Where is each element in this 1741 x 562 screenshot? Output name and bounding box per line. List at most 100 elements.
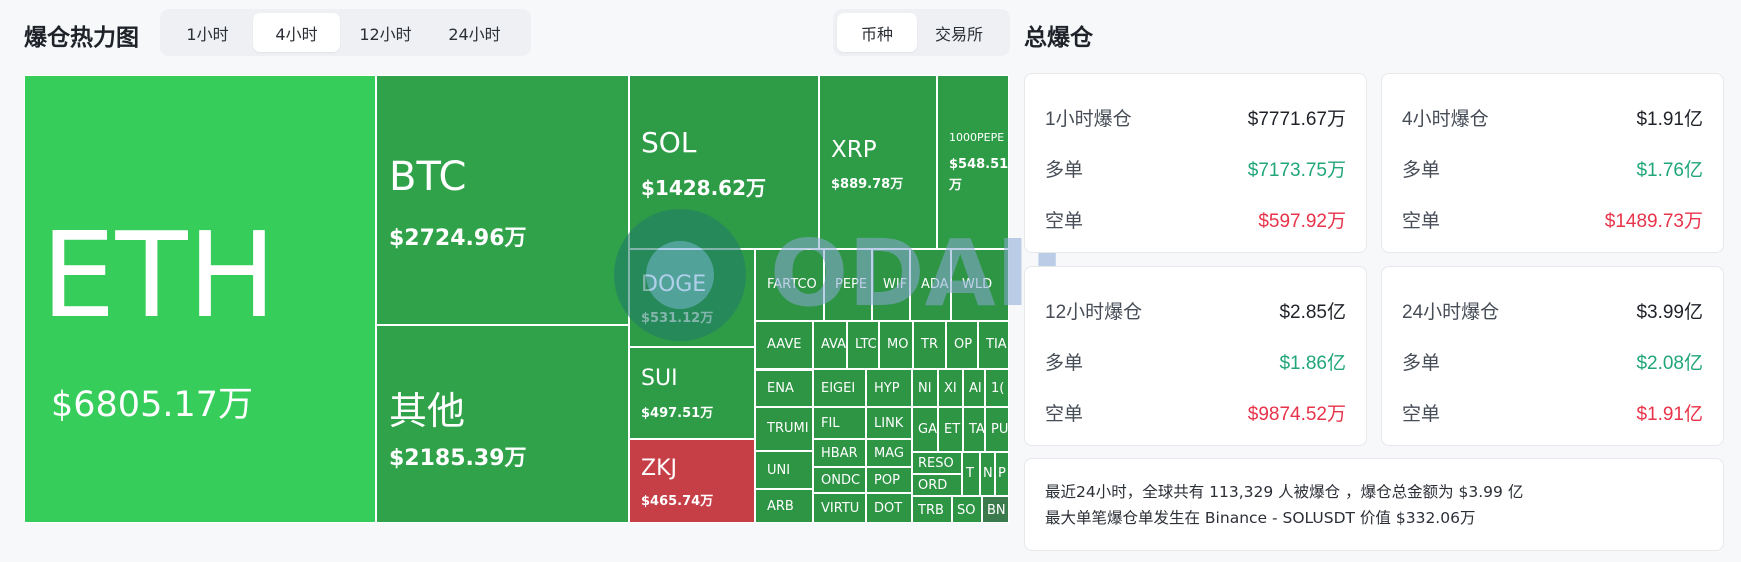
card-total: $2.85亿 — [1279, 302, 1346, 323]
summary-card-24h: 24小时爆仓 $3.99亿 多单 $2.08亿 空单 $1.91亿 — [1381, 266, 1724, 446]
heatmap-cell-small[interactable]: OP — [946, 321, 978, 369]
cell-symbol: UNI — [767, 463, 791, 478]
cell-value: $2724.96万 — [389, 226, 527, 251]
heatmap-cell-small[interactable]: XI — [938, 369, 963, 407]
heatmap-cell-small[interactable]: TIA — [978, 321, 1009, 369]
heatmap-cell-small[interactable]: P — [995, 452, 1009, 496]
heatmap-cell-small[interactable]: AVA — [813, 321, 847, 369]
cell-value: $465.74万 — [641, 494, 714, 509]
heatmap-cell-small[interactable]: PEPE — [824, 249, 872, 321]
heatmap-cell-xrp[interactable]: XRP $889.78万 — [819, 75, 937, 249]
heatmap-cell-small[interactable]: ENA — [755, 369, 813, 407]
cell-symbol: ZKJ — [641, 456, 677, 481]
heatmap-cell-small[interactable]: LTC — [847, 321, 879, 369]
long-value: $7173.75万 — [1247, 160, 1346, 181]
cell-value: $531.12万 — [641, 311, 714, 326]
cell-symbol: RESO — [918, 456, 954, 471]
heatmap-cell-eth[interactable]: ETH $6805.17万 — [24, 75, 376, 523]
heatmap-cell-small[interactable]: MO — [879, 321, 913, 369]
heatmap-cell-small[interactable]: AAVE — [755, 321, 813, 369]
heatmap-cell-small[interactable]: TRB — [912, 496, 952, 523]
cell-symbol: TR — [921, 337, 938, 352]
heatmap-cell-small[interactable]: HBAR — [813, 439, 866, 467]
cell-symbol: N — [983, 466, 993, 481]
heatmap-cell-small[interactable]: SO — [952, 496, 982, 523]
cell-symbol: HYP — [874, 381, 900, 396]
heatmap-cell-small[interactable]: RESO — [912, 452, 962, 474]
heatmap-cell-small[interactable]: LINK — [866, 407, 912, 439]
heatmap-cell-small[interactable]: AI — [963, 369, 985, 407]
cell-symbol: ONDC — [821, 473, 861, 488]
cell-symbol: LTC — [855, 337, 877, 352]
heatmap-cell-small[interactable]: GA — [912, 407, 938, 452]
cell-symbol: GA — [918, 422, 937, 437]
summary-card-4h: 4小时爆仓 $1.91亿 多单 $1.76亿 空单 $1489.73万 — [1381, 73, 1724, 253]
short-value: $1.91亿 — [1636, 404, 1703, 425]
card-total: $7771.67万 — [1247, 109, 1346, 130]
heatmap-cell-small[interactable]: ADA — [910, 249, 951, 321]
heatmap-cell-small[interactable]: WIF — [872, 249, 910, 321]
heatmap-cell-small[interactable]: TRUMI — [755, 407, 813, 451]
tab-12h[interactable]: 12小时 — [359, 24, 412, 44]
cell-symbol: XRP — [831, 137, 877, 163]
cell-value: $548.51万 — [949, 157, 1009, 193]
heatmap-cell-small[interactable]: WLD — [951, 249, 1009, 321]
cell-symbol: VIRTU — [821, 501, 860, 516]
tab-24h[interactable]: 24小时 — [448, 24, 501, 44]
heatmap-cell-btc[interactable]: BTC $2724.96万 — [376, 75, 629, 325]
heatmap-cell-spacer — [755, 369, 813, 371]
heatmap-cell-small[interactable]: ARB — [755, 489, 813, 523]
heatmap-cell-small[interactable]: NI — [912, 369, 938, 407]
cell-symbol: WLD — [962, 277, 993, 292]
heatmap-cell-small[interactable]: PU — [985, 407, 1009, 452]
long-label: 多单 — [1045, 353, 1084, 374]
cell-symbol: DOGE — [641, 272, 707, 297]
heatmap-cell-doge[interactable]: DOGE $531.12万 — [629, 249, 755, 347]
card-label: 4小时爆仓 — [1402, 109, 1489, 130]
heatmap-cell-small[interactable]: TA — [963, 407, 985, 452]
summary-line-1: 最近24小时，全球共有 113,329 人被爆仓 ，爆仓总金额为 $3.99 亿 — [1045, 483, 1524, 501]
card-total: $1.91亿 — [1636, 109, 1703, 130]
tab-coin[interactable]: 币种 — [837, 13, 917, 52]
heatmap-cell-small[interactable]: ONDC — [813, 467, 866, 493]
cell-value: $497.51万 — [641, 406, 714, 421]
short-label: 空单 — [1045, 211, 1084, 232]
cell-symbol: ORD — [918, 478, 948, 493]
cell-symbol: XI — [944, 381, 957, 396]
heatmap-cell-small[interactable]: VIRTU — [813, 493, 866, 523]
cell-symbol: TA — [969, 422, 985, 437]
heatmap-cell-small[interactable]: FIL — [813, 407, 866, 439]
heatmap-cell-small[interactable]: ET — [938, 407, 963, 452]
cell-symbol: P — [998, 466, 1006, 481]
heatmap-cell-small[interactable]: BN — [982, 496, 1009, 523]
heatmap-cell-small[interactable]: ORD — [912, 474, 962, 496]
heatmap-cell-1000pepe[interactable]: 1000PEPE $548.51万 — [937, 75, 1009, 249]
short-label: 空单 — [1402, 211, 1441, 232]
heatmap-cell-small[interactable]: FARTCO — [755, 249, 824, 321]
heatmap-cell-sol[interactable]: SOL $1428.62万 — [629, 75, 819, 249]
heatmap-cell-small[interactable]: DOT — [866, 493, 912, 523]
page-title: 爆仓热力图 — [24, 25, 139, 51]
heatmap-cell-zkj[interactable]: ZKJ $465.74万 — [629, 439, 755, 523]
cell-symbol: MAG — [874, 446, 904, 461]
tab-exchange[interactable]: 交易所 — [934, 24, 983, 44]
heatmap-cell-small[interactable]: N — [980, 452, 995, 496]
tab-4h[interactable]: 4小时 — [253, 13, 340, 52]
heatmap-cell-small[interactable]: T — [962, 452, 980, 496]
cell-symbol: AAVE — [767, 337, 802, 352]
short-value: $1489.73万 — [1604, 211, 1703, 232]
heatmap-cell-small[interactable]: MAG — [866, 439, 912, 467]
heatmap-cell-small[interactable]: POP — [866, 467, 912, 493]
cell-symbol: SUI — [641, 366, 678, 391]
heatmap-cell-small[interactable]: 1( — [985, 369, 1009, 407]
long-label: 多单 — [1402, 353, 1441, 374]
heatmap-cell-small[interactable]: TR — [913, 321, 946, 369]
heatmap-cell-small[interactable]: EIGEI — [813, 369, 866, 407]
heatmap-cell-small[interactable]: UNI — [755, 451, 813, 489]
heatmap-cell-small[interactable]: HYP — [866, 369, 912, 407]
cell-symbol: ARB — [767, 499, 794, 514]
cell-symbol: T — [966, 466, 974, 481]
heatmap-cell-other[interactable]: 其他 $2185.39万 — [376, 325, 629, 523]
heatmap-cell-sui[interactable]: SUI $497.51万 — [629, 347, 755, 439]
tab-1h[interactable]: 1小时 — [186, 24, 229, 44]
